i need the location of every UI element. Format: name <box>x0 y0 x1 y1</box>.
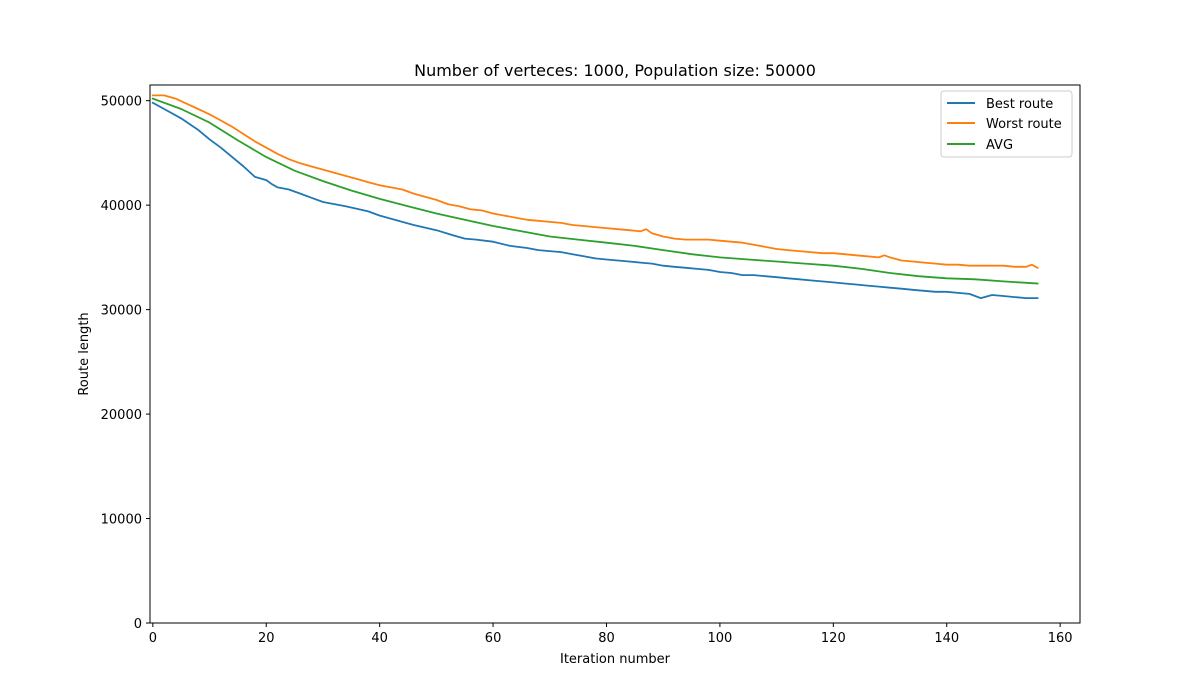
x-tick-label: 120 <box>821 631 846 646</box>
x-tick-label: 20 <box>258 631 275 646</box>
legend-box <box>940 90 1073 158</box>
legend-label-avg: AVG <box>986 138 1013 153</box>
x-tick-label: 0 <box>149 631 157 646</box>
series-line-worst-route <box>151 94 1039 270</box>
y-tick-label: 10000 <box>101 513 142 528</box>
plot-frame <box>149 84 1081 624</box>
chart-title: Number of verteces: 1000, Population siz… <box>414 61 816 80</box>
y-axis-title: Route length <box>77 312 92 395</box>
x-tick-label: 80 <box>598 631 615 646</box>
legend-label-worst-route: Worst route <box>986 117 1062 132</box>
y-tick-label: 50000 <box>101 95 142 110</box>
y-tick-label: 40000 <box>101 199 142 214</box>
y-tick-label: 30000 <box>101 304 142 319</box>
x-tick-label: 160 <box>1048 631 1073 646</box>
y-tick-label: 0 <box>134 617 142 632</box>
x-tick-label: 100 <box>707 631 732 646</box>
plot-layer <box>150 85 1080 623</box>
series-line-avg <box>151 97 1039 285</box>
plot-area <box>150 85 1080 623</box>
legend: Best route Worst route AVG <box>940 90 1073 158</box>
series-line-best-route <box>151 101 1039 300</box>
legend-label-best-route: Best route <box>986 97 1053 112</box>
y-tick-label: 20000 <box>101 408 142 423</box>
ticks-layer: 0 20 40 60 80 100 120 140 160 0 10000 20000 30000 400… <box>101 95 1073 646</box>
x-tick-label: 40 <box>371 631 388 646</box>
axes-layer <box>149 84 1081 624</box>
x-tick-label: 140 <box>934 631 959 646</box>
series-layer <box>151 94 1039 300</box>
x-axis-title: Iteration number <box>560 652 671 667</box>
x-tick-label: 60 <box>485 631 502 646</box>
